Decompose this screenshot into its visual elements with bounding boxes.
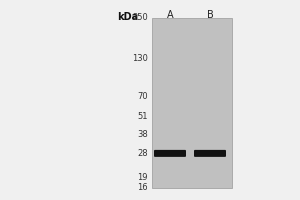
Text: 16: 16 bbox=[137, 184, 148, 192]
FancyBboxPatch shape bbox=[194, 150, 226, 157]
Bar bbox=[152, 18, 232, 188]
Text: B: B bbox=[207, 10, 213, 20]
Text: 51: 51 bbox=[137, 112, 148, 121]
Text: 38: 38 bbox=[137, 130, 148, 139]
Text: 19: 19 bbox=[137, 173, 148, 182]
Text: kDa: kDa bbox=[117, 12, 138, 22]
Text: 28: 28 bbox=[137, 149, 148, 158]
FancyBboxPatch shape bbox=[154, 150, 186, 157]
Text: 250: 250 bbox=[132, 14, 148, 22]
Text: 70: 70 bbox=[137, 92, 148, 101]
Text: A: A bbox=[167, 10, 173, 20]
Text: 130: 130 bbox=[132, 54, 148, 63]
